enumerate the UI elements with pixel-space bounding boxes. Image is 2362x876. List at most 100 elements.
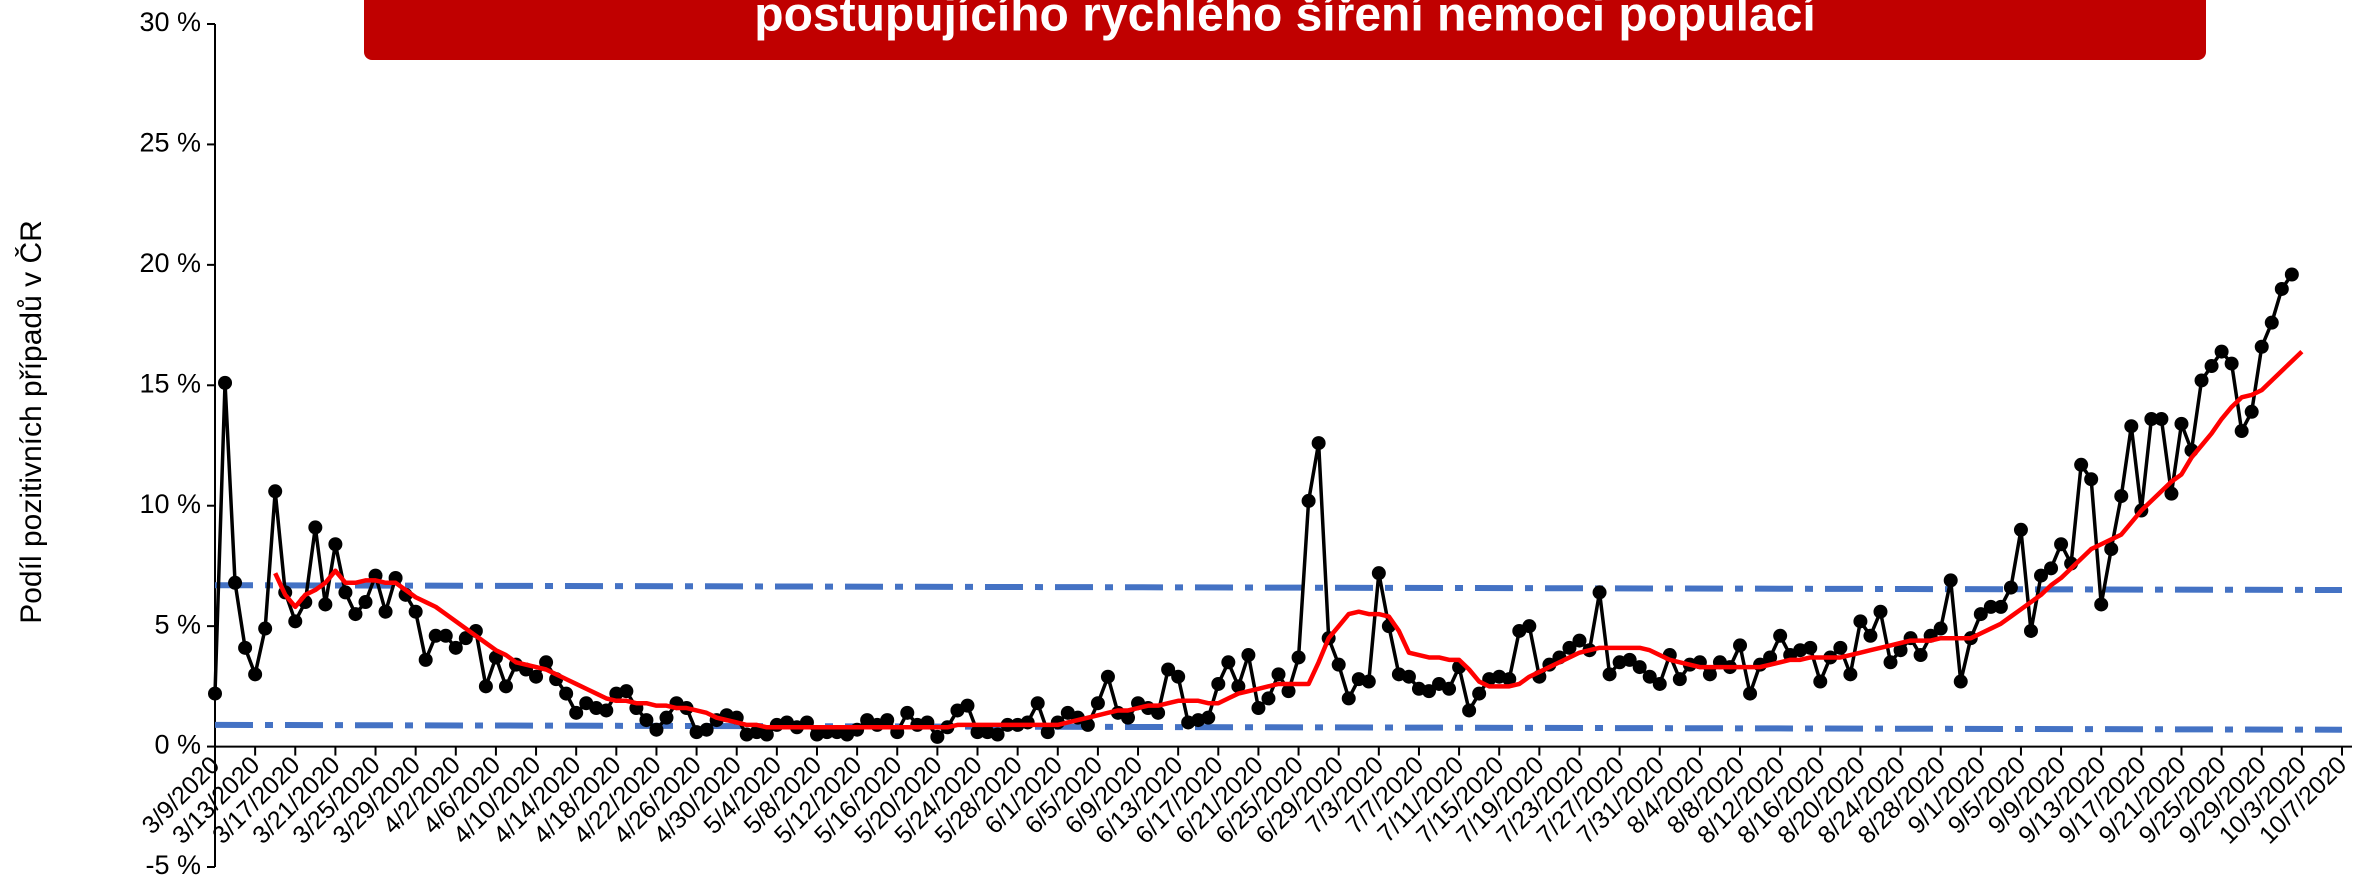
data-point: [2214, 344, 2229, 359]
data-point: [338, 585, 353, 600]
data-point: [358, 595, 373, 610]
data-point: [2164, 486, 2179, 501]
data-point: [1331, 657, 1346, 672]
data-point: [930, 729, 945, 744]
data-point: [248, 667, 263, 682]
y-tick-label: 20 %: [139, 248, 201, 278]
data-point: [529, 669, 544, 684]
data-point: [960, 698, 975, 713]
data-point: [990, 727, 1005, 742]
data-point: [348, 607, 363, 622]
data-point: [1943, 573, 1958, 588]
data-point: [559, 686, 574, 701]
data-point: [2054, 537, 2069, 552]
data-point: [208, 686, 222, 701]
title-box: [364, 0, 2206, 60]
data-point: [308, 520, 323, 535]
data-point: [1151, 705, 1166, 720]
data-point: [1993, 599, 2008, 614]
data-point: [1933, 621, 1948, 636]
data-point: [2234, 424, 2249, 439]
data-point: [1522, 619, 1537, 634]
data-point: [699, 722, 714, 737]
data-point: [1622, 652, 1637, 667]
data-point: [1421, 684, 1436, 699]
data-point: [1281, 684, 1296, 699]
data-point: [1442, 681, 1457, 696]
chart-title: postupujícího rychlého šíření nemoci pop…: [754, 0, 1817, 42]
data-point: [569, 705, 584, 720]
data-point: [288, 614, 303, 629]
data-point: [428, 628, 443, 643]
data-point: [1251, 701, 1266, 716]
reference-line: [214, 582, 2343, 594]
data-point: [438, 628, 453, 643]
data-point: [1743, 686, 1758, 701]
data-point: [1702, 667, 1717, 682]
data-point: [1883, 655, 1898, 670]
series-line: [213, 273, 2294, 739]
data-point: [1843, 667, 1858, 682]
data-point: [1973, 607, 1988, 622]
data-point: [1371, 566, 1386, 581]
data-point: [1121, 710, 1136, 725]
data-point: [659, 710, 674, 725]
reference-line: [214, 721, 2343, 733]
data-point: [1261, 691, 1276, 706]
data-point: [1642, 669, 1657, 684]
data-point: [408, 604, 423, 619]
data-point: [2084, 472, 2099, 487]
data-point: [1161, 662, 1176, 677]
data-point: [1602, 667, 1617, 682]
data-point: [1953, 674, 1968, 689]
data-point: [1562, 640, 1577, 655]
data-point: [1100, 669, 1115, 684]
data-point: [2124, 419, 2139, 434]
data-point: [1271, 667, 1286, 682]
data-point: [328, 537, 343, 552]
data-point: [2204, 359, 2219, 374]
data-point: [2254, 339, 2269, 354]
data-point: [1873, 604, 1888, 619]
data-point: [1853, 614, 1868, 629]
data-point: [458, 631, 473, 646]
data-point: [1652, 676, 1667, 691]
data-point: [2013, 522, 2028, 537]
data-point: [1221, 655, 1236, 670]
y-tick-label: -5 %: [145, 850, 201, 876]
data-point: [1311, 436, 1326, 451]
data-point: [1632, 660, 1647, 675]
data-point: [2154, 412, 2169, 427]
y-tick-label: 10 %: [139, 489, 201, 519]
data-point: [2034, 568, 2049, 583]
data-point: [1040, 725, 1055, 740]
data-point: [228, 575, 243, 590]
data-point: [1472, 686, 1487, 701]
data-point: [318, 597, 333, 612]
data-point: [1863, 628, 1878, 643]
data-point: [649, 722, 664, 737]
y-tick-label: 5 %: [154, 609, 201, 639]
data-point: [1803, 640, 1818, 655]
data-point: [2194, 373, 2209, 388]
data-point: [2174, 416, 2189, 431]
data-point: [900, 705, 915, 720]
data-point: [880, 713, 895, 728]
data-point: [378, 604, 393, 619]
data-point: [238, 640, 253, 655]
y-tick-label: 0 %: [154, 730, 201, 760]
data-point: [1502, 672, 1517, 687]
data-point: [1241, 648, 1256, 663]
data-point: [1733, 638, 1748, 653]
data-point: [1211, 676, 1226, 691]
data-point: [448, 640, 463, 655]
data-point: [498, 679, 513, 694]
data-point: [2274, 281, 2289, 296]
data-point: [1672, 672, 1687, 687]
data-point: [1913, 648, 1928, 663]
data-point: [1080, 717, 1095, 732]
data-point: [1833, 640, 1848, 655]
data-point: [2094, 597, 2109, 612]
